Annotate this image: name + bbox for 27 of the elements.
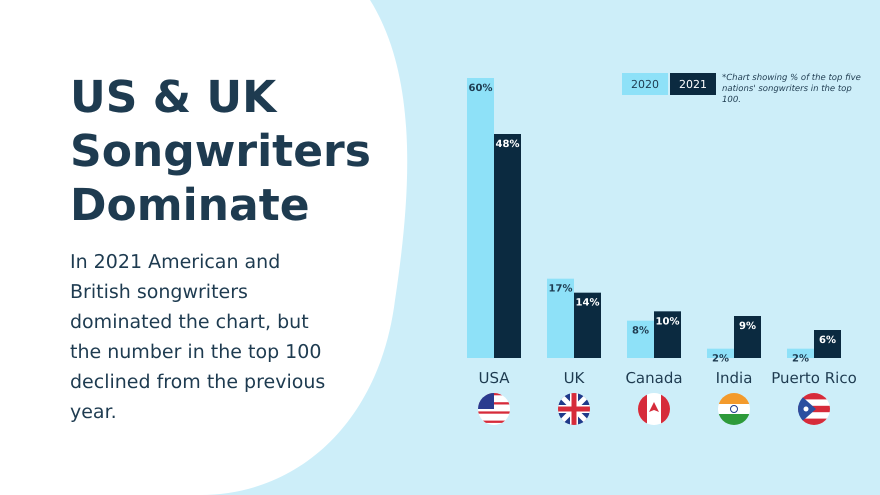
text: US & UK Songwriters Dominate xyxy=(70,72,371,231)
data-label: 10% xyxy=(656,316,680,328)
bar xyxy=(494,134,521,358)
x-tick-label: USA xyxy=(478,369,510,387)
data-label: 2% xyxy=(712,354,729,365)
text: In 2021 American and British songwriters dominated the chart, but the number in the top 100 declined from the previous year. xyxy=(70,251,326,423)
text: 2021 xyxy=(679,78,707,91)
data-label: 60% xyxy=(468,83,492,94)
bar xyxy=(654,311,681,358)
bar xyxy=(734,316,761,358)
data-label: 17% xyxy=(548,284,572,295)
x-tick-label: India xyxy=(716,369,752,387)
x-tick-label: Puerto Rico xyxy=(771,369,857,387)
bar xyxy=(467,78,494,358)
bar xyxy=(574,292,601,358)
x-tick-label: UK xyxy=(564,369,586,387)
annotation: *Chart showing % of the top five nations' songwriters in the top 100. xyxy=(722,73,861,105)
data-label: 48% xyxy=(496,139,520,150)
bar xyxy=(547,278,574,358)
x-tick-label: Canada xyxy=(625,369,683,387)
data-label: 9% xyxy=(739,321,756,332)
bar xyxy=(627,320,654,358)
data-label: 6% xyxy=(819,335,836,346)
data-label: 2% xyxy=(792,354,809,365)
text: 2020 xyxy=(631,78,659,91)
data-label: 8% xyxy=(632,326,649,337)
data-label: 14% xyxy=(576,298,600,309)
